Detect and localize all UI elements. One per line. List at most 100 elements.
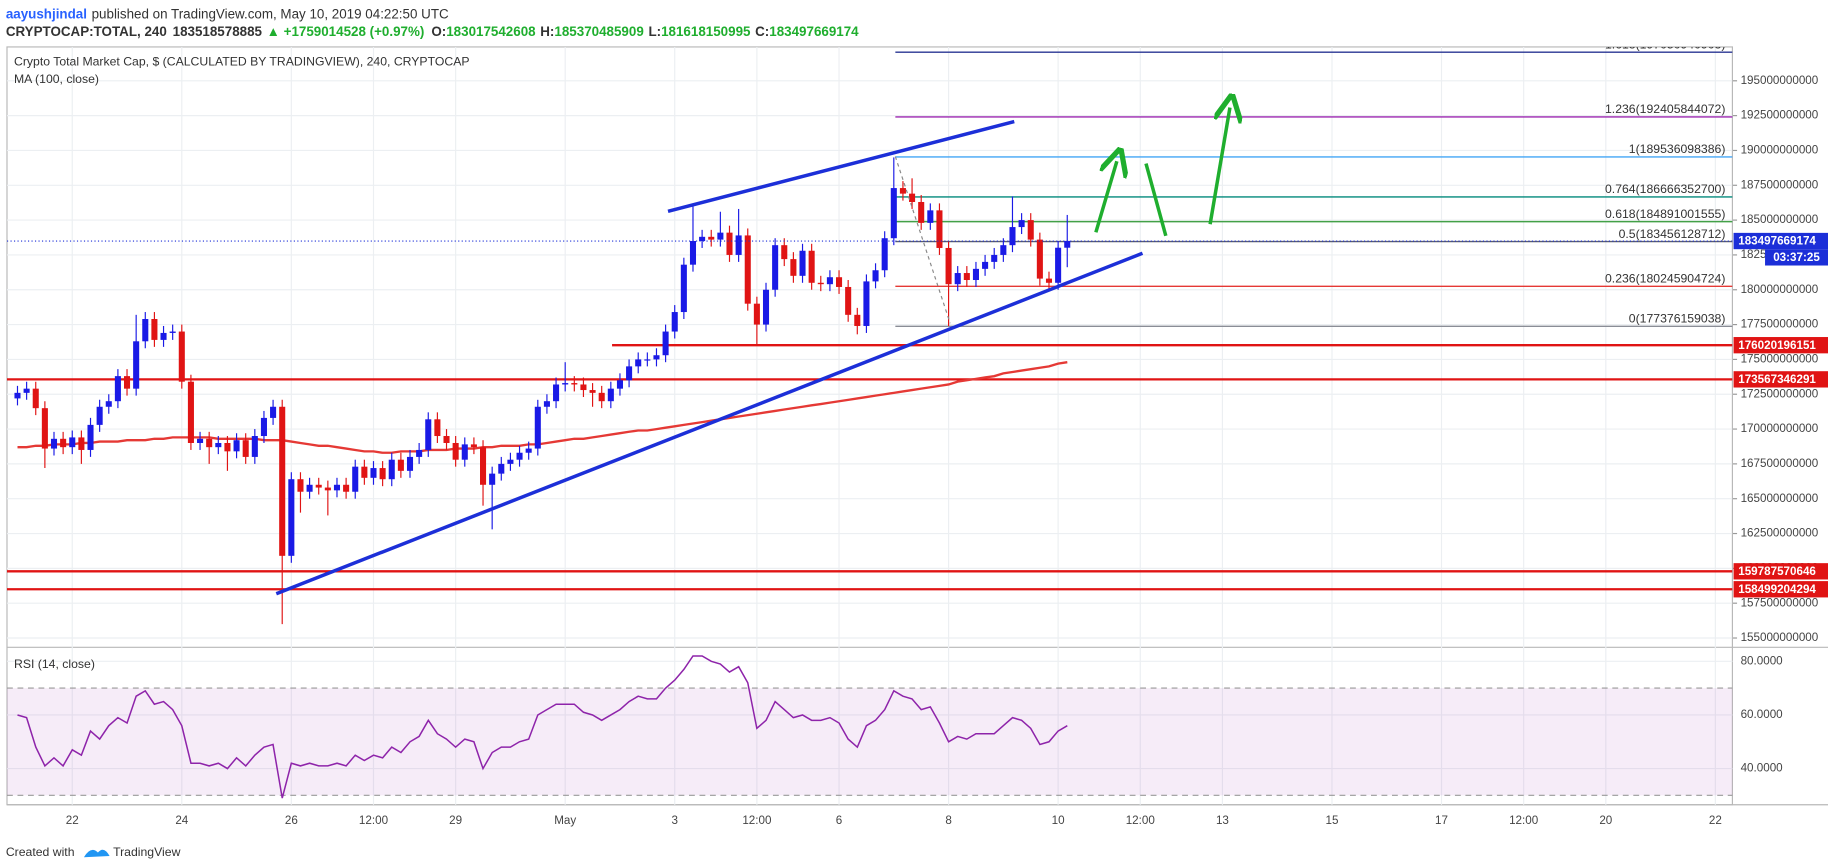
candle-body	[224, 442, 231, 452]
candle-body	[918, 201, 925, 223]
candle-body	[23, 388, 30, 393]
x-tick-label: 12:00	[742, 814, 772, 827]
fib-label: 1.236(192405844072)	[1605, 102, 1725, 116]
rsi-tick-label: 80.0000	[1741, 654, 1784, 667]
fib-label: 0.236(180245904724)	[1605, 272, 1725, 286]
candle-body	[507, 459, 514, 464]
candle-body	[945, 247, 952, 285]
candle-body	[1045, 278, 1053, 283]
candle-body	[744, 235, 751, 304]
candle-body	[936, 210, 943, 248]
candle-body	[689, 240, 697, 265]
candle-body	[899, 188, 906, 194]
y-tick-label: 165000000000	[1741, 492, 1819, 505]
author: aayushjindal	[6, 6, 87, 21]
candle-body	[324, 487, 331, 491]
ohlc-value: 183017542608	[446, 23, 536, 38]
candle-body	[607, 388, 614, 402]
candle-body	[288, 479, 295, 556]
candle-body	[1027, 220, 1034, 240]
candle-body	[352, 466, 359, 492]
candle-body	[1055, 247, 1062, 283]
x-tick-label: May	[554, 814, 576, 827]
candle-body	[1064, 241, 1071, 248]
candle-body	[461, 444, 468, 460]
candle-body	[151, 319, 158, 340]
candle-body	[854, 314, 861, 326]
candle-body	[543, 401, 550, 407]
x-tick-label: 13	[1216, 814, 1229, 827]
y-tick-label: 162500000000	[1741, 527, 1819, 540]
x-tick-label: 12:00	[1509, 814, 1539, 827]
fib-label: 1.618(197050940903)	[1605, 37, 1725, 51]
rsi-tick-label: 60.0000	[1741, 708, 1784, 721]
candle-body	[863, 281, 870, 326]
price-axis: 1550000000001575000000001600000000001625…	[66, 74, 1828, 827]
candle-body	[96, 406, 103, 425]
candle-body	[370, 468, 377, 478]
x-tick-label: 22	[66, 814, 79, 827]
candle-body	[379, 468, 386, 480]
candle-body	[571, 383, 578, 385]
y-tick-label: 170000000000	[1741, 422, 1819, 435]
candle-body	[270, 406, 277, 418]
candle-body	[260, 417, 267, 437]
candle-body	[397, 459, 404, 471]
countdown: 03:37:25	[1773, 251, 1820, 264]
rsi-tick-label: 40.0000	[1741, 762, 1784, 775]
y-tick-label: 157500000000	[1741, 596, 1819, 609]
candle-body	[233, 440, 240, 452]
candle-body	[872, 270, 879, 282]
y-tick-label: 180000000000	[1741, 283, 1819, 296]
candle-body	[160, 332, 167, 340]
candle-body	[443, 436, 450, 443]
y-tick-label: 192500000000	[1741, 109, 1819, 122]
symbol: CRYPTOCAP:TOTAL, 240	[6, 23, 167, 38]
candle-body	[133, 341, 140, 389]
footer-brand[interactable]: TradingView	[113, 845, 180, 859]
arrow-down	[1144, 163, 1168, 237]
y-tick-label: 185000000000	[1741, 213, 1819, 226]
candle-body	[909, 193, 916, 202]
candle-body	[78, 437, 85, 450]
price-tag-label: 159787570646	[1738, 565, 1816, 578]
candle-body	[808, 250, 815, 283]
candle-body	[553, 384, 560, 402]
ohlc-label: L:	[648, 23, 661, 38]
price: 183518578885	[173, 23, 263, 38]
candle-body	[1018, 220, 1025, 228]
fib-label: 1(189536098386)	[1629, 142, 1726, 156]
y-tick-label: 172500000000	[1741, 387, 1819, 400]
candle-body	[845, 286, 852, 315]
ohlc-label: C:	[755, 23, 769, 38]
candle-body	[114, 376, 121, 402]
candle-body	[626, 366, 633, 381]
candle-body	[680, 264, 687, 313]
candle-body	[279, 406, 286, 556]
candle-body	[306, 484, 313, 492]
countdown-tag	[1765, 249, 1828, 266]
candle-body	[142, 319, 149, 342]
candle-body	[671, 312, 678, 332]
candle-body	[817, 282, 824, 285]
candle-body	[963, 273, 970, 281]
candle-body	[927, 210, 934, 223]
candle-body	[60, 438, 67, 448]
candle-body	[717, 232, 724, 240]
chart-title: Crypto Total Market Cap, $ (CALCULATED B…	[14, 54, 470, 68]
candle-body	[434, 419, 441, 437]
candle-body	[781, 245, 788, 260]
support-trendline	[275, 251, 1144, 596]
price-tag	[1733, 581, 1828, 598]
candle-body	[598, 392, 605, 402]
ma-legend: MA (100, close)	[14, 72, 99, 86]
candle-body	[762, 289, 770, 325]
candle-body	[534, 406, 541, 449]
change: ▲ +1759014528 (+0.97%)	[267, 23, 425, 38]
candle-body	[735, 235, 742, 255]
candle-body	[69, 437, 76, 448]
candle-body	[480, 447, 487, 485]
candle-body	[297, 479, 304, 492]
fib-label: 0(177376159038)	[1629, 312, 1726, 326]
